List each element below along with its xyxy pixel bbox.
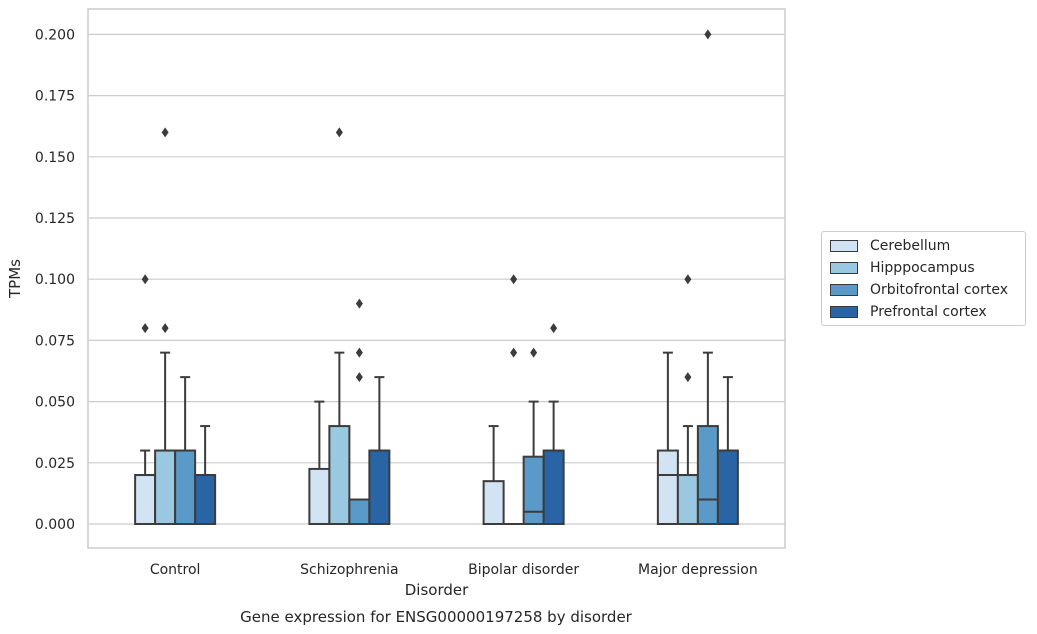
y-tick-label: 0.200: [35, 27, 75, 43]
box-rect: [522, 455, 545, 525]
box-rect: [328, 425, 351, 525]
legend-swatch: [830, 284, 858, 296]
plot-frame: [87, 8, 786, 549]
outlier-point: [550, 323, 558, 334]
legend-label: Orbitofrontal cortex: [870, 282, 1008, 298]
box: [656, 351, 679, 525]
y-tick-label: 0.150: [35, 150, 75, 166]
outlier-point: [530, 347, 538, 358]
box-rect: [308, 467, 331, 526]
x-tick-label: Major depression: [638, 562, 758, 578]
legend-swatch: [830, 240, 858, 252]
chart-title: Gene expression for ENSG00000197258 by d…: [240, 608, 633, 626]
y-tick-labels: 0.000 0.025 0.050 0.075 0.100 0.125 0.150 0.175…: [35, 27, 75, 533]
box-rect: [368, 449, 391, 525]
box: [174, 376, 197, 525]
box-group: [134, 29, 739, 526]
box: [328, 127, 351, 525]
x-tick-labels: Control Schizophrenia Bipolar disorder Majo…: [150, 562, 758, 578]
legend-label: Cerebellum: [870, 238, 951, 254]
outlier-point: [141, 274, 149, 285]
outlier-point: [704, 29, 712, 40]
outlier-point: [684, 372, 692, 383]
y-tick-label: 0.125: [35, 211, 75, 227]
y-tick-label: 0.100: [35, 272, 75, 288]
legend-swatch: [830, 262, 858, 274]
box: [482, 425, 505, 526]
outlier-point: [335, 127, 343, 138]
box: [696, 29, 719, 525]
box: [542, 323, 565, 525]
outlier-point: [141, 323, 149, 334]
legend-item-prefrontal: Prefrontal cortex: [830, 303, 987, 321]
box-rect: [134, 474, 157, 526]
box-rect: [676, 474, 699, 526]
box-rect: [174, 449, 197, 525]
y-axis-label: TPMs: [6, 259, 24, 299]
box-rect: [656, 449, 679, 525]
legend-label: Prefrontal cortex: [870, 304, 987, 320]
x-tick-label: Bipolar disorder: [468, 562, 579, 578]
box-rect: [194, 474, 217, 526]
outlier-point: [510, 347, 518, 358]
legend-item-orbitofrontal: Orbitofrontal cortex: [830, 281, 1008, 299]
box: [308, 400, 331, 526]
box-rect: [696, 425, 719, 525]
box: [368, 376, 391, 525]
y-tick-label: 0.000: [35, 517, 75, 533]
box-rect: [482, 480, 505, 526]
y-tick-label: 0.075: [35, 333, 75, 349]
outlier-point: [355, 347, 363, 358]
legend: Cerebellum Hipppocampus Orbitofrontal co…: [821, 231, 1026, 326]
x-tick-label: Schizophrenia: [300, 562, 398, 578]
y-tick-label: 0.175: [35, 89, 75, 105]
box: [676, 274, 699, 526]
outlier-point: [510, 274, 518, 285]
legend-swatch: [830, 306, 858, 318]
outlier-point: [684, 274, 692, 285]
box: [348, 298, 371, 525]
box: [503, 274, 524, 525]
y-tick-label: 0.050: [35, 395, 75, 411]
box: [134, 274, 157, 526]
legend-label: Hipppocampus: [870, 260, 975, 276]
box-rect: [348, 498, 371, 525]
x-tick-label: Control: [150, 562, 201, 578]
box-rect: [542, 449, 565, 525]
outlier-point: [355, 372, 363, 383]
box-rect: [154, 449, 177, 525]
box: [716, 376, 739, 525]
box: [194, 425, 217, 526]
legend-item-cerebellum: Cerebellum: [830, 237, 950, 255]
box-rect: [716, 449, 739, 525]
outlier-point: [355, 298, 363, 309]
y-tick-label: 0.025: [35, 456, 75, 472]
box: [522, 347, 545, 525]
outlier-point: [161, 127, 169, 138]
outlier-point: [161, 323, 169, 334]
box: [154, 127, 177, 525]
legend-item-hippocampus: Hipppocampus: [830, 259, 975, 277]
x-axis-label: Disorder: [405, 581, 469, 599]
